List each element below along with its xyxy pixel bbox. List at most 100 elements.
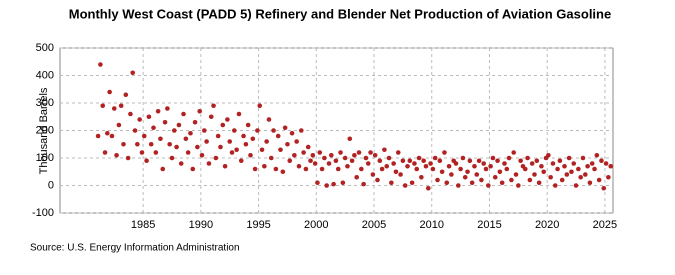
data-point [506,155,512,161]
data-point [437,158,443,164]
data-point [121,141,126,147]
data-point [192,119,198,125]
data-point [356,150,362,155]
data-point [298,128,304,133]
data-point [181,111,186,117]
data-point [144,158,149,164]
data-point [241,133,246,139]
data-point [296,163,302,169]
data-point [158,136,163,142]
data-point [465,169,470,175]
data-point [462,174,468,180]
data-point [183,136,189,142]
data-point [333,158,339,164]
source-note: Source: U.S. Energy Information Administ… [30,243,240,254]
data-point [141,133,147,139]
data-point [100,103,106,109]
data-point [430,166,436,172]
data-point [414,166,420,172]
x-tick-label: 2010 [420,219,444,231]
data-point [329,152,334,158]
data-point [511,150,517,155]
data-point [308,158,313,164]
y-tick-label: 100 [36,152,54,164]
data-point [137,117,142,122]
data-point [301,150,306,155]
data-point [236,111,242,117]
data-point [262,163,267,169]
data-point [402,183,408,188]
data-point [273,166,279,172]
data-point [599,158,604,164]
data-point [585,163,590,169]
data-point [439,169,445,175]
data-point [227,139,233,144]
data-point [135,141,140,147]
data-point [497,169,503,175]
data-point [148,141,154,147]
data-point [522,166,528,172]
data-point [146,114,152,120]
data-point [423,163,429,169]
data-point [111,106,117,111]
data-point [516,183,521,188]
x-tick-label: 2015 [477,219,501,231]
data-point [548,174,553,180]
data-point [382,147,387,153]
data-point [167,141,172,147]
data-point [162,119,168,125]
data-point [416,155,422,161]
data-point [368,150,373,155]
y-tick-label: 500 [36,42,54,54]
data-point [213,155,219,161]
data-point [204,139,209,144]
x-tick-label: 2020 [535,219,559,231]
data-point [118,103,124,109]
data-point [190,166,196,172]
data-point [232,128,237,133]
data-point [409,180,415,186]
data-point [536,180,542,186]
data-point [275,133,281,139]
data-point [562,163,567,169]
data-point [195,144,200,150]
data-point [527,177,533,183]
data-point [165,106,170,111]
data-point [202,128,207,133]
data-point [250,136,256,142]
data-point [555,166,560,172]
data-point [580,155,586,161]
data-point [128,111,133,117]
data-point [550,161,556,166]
data-point [372,152,378,158]
data-point [502,161,507,166]
data-point [268,155,274,161]
data-point [222,163,228,169]
data-point [305,144,311,150]
data-point [446,163,452,169]
data-point [197,108,202,114]
data-point [532,172,537,177]
data-point [444,180,450,186]
data-point [248,152,253,158]
data-point [603,161,609,166]
data-point [345,163,350,169]
data-point [340,180,346,186]
y-tick-label: 200 [36,124,54,136]
data-point [469,180,475,186]
y-tick-label: 0 [48,179,54,191]
data-point [188,130,193,136]
data-point [391,161,396,166]
x-tick-label: 2005 [362,219,386,231]
data-point [428,161,433,166]
x-tick-label: 1990 [189,219,213,231]
data-point [354,174,360,180]
data-point [582,172,588,177]
data-point [384,163,390,169]
data-point [432,155,438,161]
data-point [171,128,177,133]
data-point [571,161,577,166]
data-point [442,150,447,155]
data-point [342,155,348,161]
data-point [589,161,595,166]
